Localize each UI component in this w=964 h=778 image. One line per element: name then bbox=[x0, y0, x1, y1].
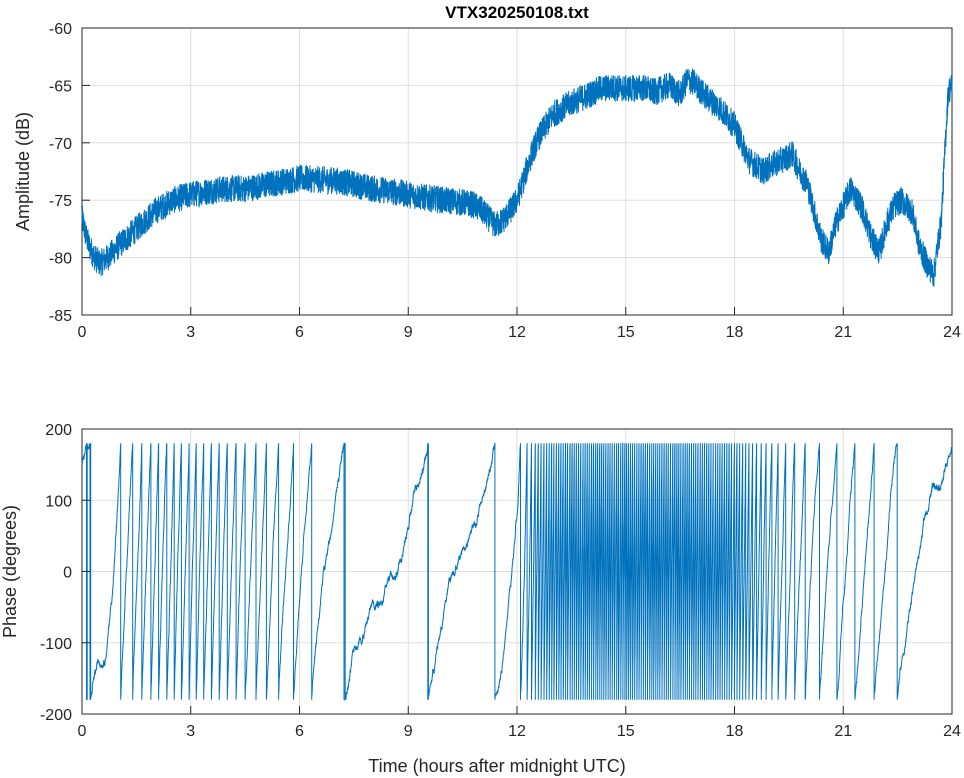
amplitude-y-tick-label: -60 bbox=[49, 21, 72, 38]
amplitude-y-tick-label: -70 bbox=[49, 136, 72, 153]
amplitude-x-tick-label: 15 bbox=[617, 324, 635, 341]
phase-x-tick-label: 18 bbox=[726, 723, 744, 740]
amplitude-x-tick-label: 21 bbox=[834, 324, 852, 341]
phase-x-ticks: 0 3 6 9 12 15 18 21 24 bbox=[78, 706, 961, 740]
phase-x-tick-label: 15 bbox=[617, 723, 635, 740]
phase-x-tick-label: 3 bbox=[186, 723, 195, 740]
phase-y-ticks: 200 100 0 -100 -200 bbox=[40, 422, 90, 724]
amplitude-x-tick-label: 3 bbox=[186, 324, 195, 341]
amplitude-x-ticks: 0 3 6 9 12 15 18 21 24 bbox=[78, 307, 961, 341]
phase-y-tick-label: 100 bbox=[45, 493, 72, 510]
amplitude-y-tick-label: -85 bbox=[49, 308, 72, 325]
phase-x-tick-label: 9 bbox=[404, 723, 413, 740]
amplitude-x-tick-label: 0 bbox=[78, 324, 87, 341]
phase-series-line bbox=[81, 442, 953, 702]
phase-y-axis-label: Phase (degrees) bbox=[0, 505, 20, 638]
amplitude-y-tick-label: -75 bbox=[49, 193, 72, 210]
amplitude-y-ticks: -60 -65 -70 -75 -80 -85 bbox=[49, 21, 90, 325]
phase-x-tick-label: 12 bbox=[508, 723, 526, 740]
amplitude-chart: VTX320250108.txt 0 3 6 9 12 15 18 21 24 -60 -65 -7… bbox=[13, 3, 961, 341]
phase-y-tick-label: -100 bbox=[40, 636, 72, 653]
phase-y-tick-label: 200 bbox=[45, 422, 72, 439]
chart-title: VTX320250108.txt bbox=[445, 3, 589, 22]
amplitude-x-tick-label: 9 bbox=[404, 324, 413, 341]
amplitude-x-tick-label: 24 bbox=[943, 324, 961, 341]
amplitude-x-tick-label: 12 bbox=[508, 324, 526, 341]
amplitude-y-tick-label: -65 bbox=[49, 78, 72, 95]
amplitude-y-axis-label: Amplitude (dB) bbox=[13, 112, 33, 231]
phase-y-tick-label: -200 bbox=[40, 707, 72, 724]
phase-chart: 0 3 6 9 12 15 18 21 24 200 100 0 -100 -200 Phase (de… bbox=[0, 422, 961, 776]
phase-x-tick-label: 21 bbox=[834, 723, 852, 740]
phase-x-tick-label: 0 bbox=[78, 723, 87, 740]
amplitude-y-tick-label: -80 bbox=[49, 251, 72, 268]
phase-x-tick-label: 24 bbox=[943, 723, 961, 740]
amplitude-series-line bbox=[81, 68, 953, 287]
amplitude-x-tick-label: 6 bbox=[295, 324, 304, 341]
phase-y-tick-label: 0 bbox=[63, 565, 72, 582]
phase-x-tick-label: 6 bbox=[295, 723, 304, 740]
phase-x-axis-label: Time (hours after midnight UTC) bbox=[368, 756, 625, 776]
amplitude-x-tick-label: 18 bbox=[726, 324, 744, 341]
